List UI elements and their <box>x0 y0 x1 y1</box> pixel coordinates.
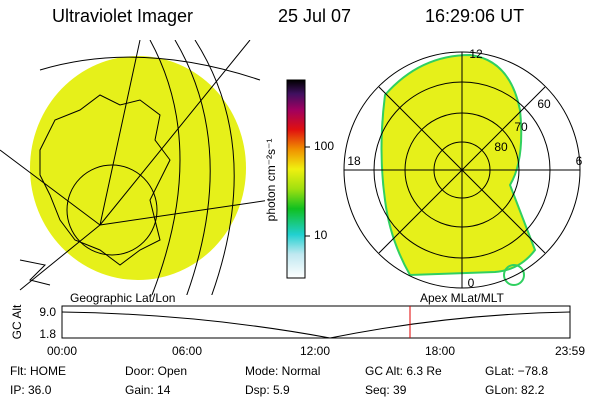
time: 16:29:06 UT <box>425 6 524 26</box>
info-table: Flt: HOME Door: Open Mode: Normal GC Alt: 6… <box>10 364 548 397</box>
alt-tick-label: 1.8 <box>39 327 56 341</box>
mlat-label: 70 <box>514 120 528 134</box>
mlt-label: 18 <box>347 154 361 168</box>
mlat-label: 80 <box>494 140 508 154</box>
alt-plot-frame <box>61 305 571 339</box>
info-item: Gain: 14 <box>125 383 171 397</box>
info-item: Mode: Normal <box>245 364 320 378</box>
info-item: Seq: 39 <box>365 383 407 397</box>
mlt-label: 12 <box>469 47 483 61</box>
mlt-label: 6 <box>576 154 583 168</box>
info-item: IP: 36.0 <box>10 383 52 397</box>
geographic-image <box>0 40 265 295</box>
alt-tick-label: 9.0 <box>39 305 56 319</box>
mlat-label: 60 <box>537 97 551 111</box>
mlt-label: 0 <box>468 276 475 290</box>
panel-label: Apex MLat/MLT <box>420 291 504 305</box>
polar-image <box>343 51 581 289</box>
panel-label: Geographic Lat/Lon <box>70 291 175 305</box>
time-tick-label: 12:00 <box>300 344 330 358</box>
date: 25 Jul 07 <box>278 6 351 26</box>
alt-label: GC Alt <box>10 304 24 339</box>
info-item: Flt: HOME <box>10 364 66 378</box>
colorbar <box>286 79 306 279</box>
info-item: GC Alt: 6.3 Re <box>365 364 442 378</box>
info-item: GLat: −78.8 <box>485 364 548 378</box>
title: Ultraviolet Imager <box>52 6 193 26</box>
colorbar-tick-label: 10 <box>314 228 328 242</box>
info-item: GLon: 82.2 <box>485 383 545 397</box>
info-item: Door: Open <box>125 364 187 378</box>
time-tick-label: 18:00 <box>425 344 455 358</box>
time-tick-label: 23:59 <box>555 344 585 358</box>
alt-curve <box>61 311 571 339</box>
info-item: Dsp: 5.9 <box>245 383 290 397</box>
time-tick-label: 06:00 <box>172 344 202 358</box>
colorbar-tick-label: 100 <box>314 139 334 153</box>
colorbar-label: photon cm⁻²s⁻¹ <box>264 139 278 222</box>
time-tick-label: 00:00 <box>47 344 77 358</box>
